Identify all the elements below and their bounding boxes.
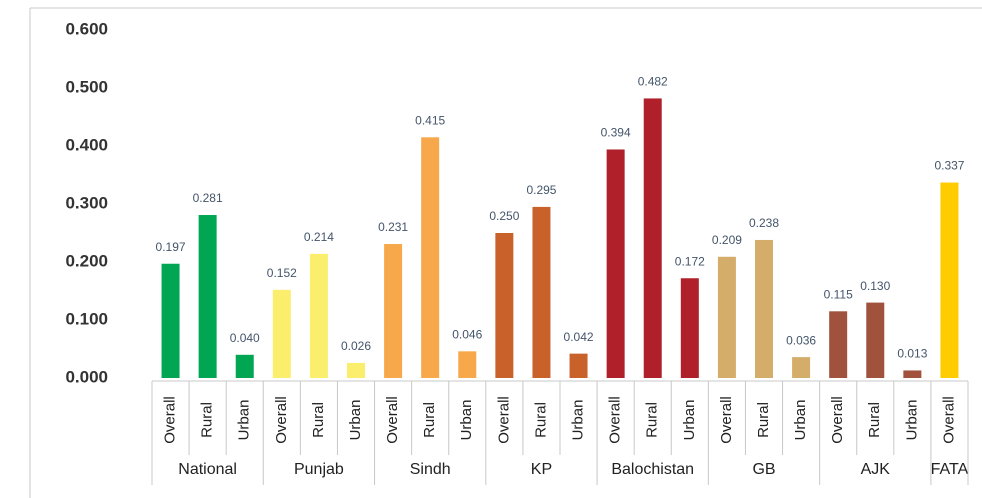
value-label: 0.209 — [712, 233, 742, 247]
x-tick-label: Rural — [755, 402, 772, 438]
value-label: 0.482 — [638, 75, 668, 89]
value-label: 0.214 — [304, 230, 334, 244]
x-tick-label: Overall — [940, 396, 957, 444]
x-tick-label: Overall — [607, 396, 624, 444]
bar — [643, 98, 662, 378]
x-tick-label: Rural — [199, 402, 216, 438]
bar — [458, 351, 477, 378]
value-label: 0.337 — [934, 159, 964, 173]
x-tick-label: Overall — [718, 396, 735, 444]
group-label: Punjab — [294, 461, 344, 478]
value-label: 0.042 — [564, 330, 594, 344]
group-label: National — [178, 461, 237, 478]
value-label: 0.394 — [601, 126, 631, 140]
value-label: 0.036 — [786, 333, 816, 347]
bar — [903, 370, 922, 378]
value-label: 0.152 — [267, 266, 297, 280]
y-tick-label: 0.200 — [65, 251, 108, 270]
value-label: 0.281 — [193, 191, 223, 205]
bar — [680, 278, 699, 378]
bar — [792, 357, 811, 378]
group-label: AJK — [861, 461, 891, 478]
x-tick-label: Urban — [681, 400, 698, 441]
value-label: 0.238 — [749, 216, 779, 230]
value-label: 0.115 — [824, 287, 853, 301]
y-tick-label: 0.500 — [65, 77, 108, 96]
y-tick-label: 0.600 — [65, 19, 108, 38]
x-tick-label: Urban — [458, 400, 475, 441]
value-label: 0.231 — [378, 220, 408, 234]
x-tick-label: Overall — [495, 396, 512, 444]
x-tick-label: Rural — [310, 402, 327, 438]
bar — [198, 215, 217, 378]
bar — [755, 239, 773, 378]
bar — [569, 353, 588, 378]
x-tick-label: Urban — [347, 400, 364, 441]
bar — [606, 149, 625, 378]
x-tick-label: Overall — [829, 396, 846, 444]
y-tick-label: 0.400 — [65, 135, 108, 154]
bar — [532, 206, 551, 378]
bar — [384, 244, 403, 378]
group-label: FATA — [931, 461, 969, 478]
x-tick-label: Rural — [532, 402, 549, 438]
x-tick-label: Urban — [236, 400, 253, 441]
group-label: GB — [752, 461, 775, 478]
x-tick-label: Rural — [421, 402, 438, 438]
x-tick-label: Overall — [273, 396, 290, 444]
x-tick-label: Urban — [903, 400, 920, 441]
value-label: 0.046 — [452, 327, 482, 341]
value-label: 0.130 — [860, 279, 890, 293]
value-label: 0.013 — [897, 347, 927, 361]
bar — [717, 256, 736, 378]
bar — [866, 302, 885, 378]
group-label: Sindh — [410, 461, 451, 478]
bar — [347, 362, 365, 378]
bar — [272, 289, 291, 378]
y-tick-label: 0.300 — [65, 193, 108, 212]
x-tick-label: Overall — [384, 396, 401, 444]
x-tick-label: Rural — [644, 402, 661, 438]
x-tick-label: Rural — [866, 402, 883, 438]
bar — [235, 354, 254, 378]
y-tick-label: 0.100 — [65, 309, 108, 328]
bar — [161, 263, 180, 378]
y-tick-label: 0.000 — [65, 367, 108, 386]
value-label: 0.026 — [341, 339, 371, 353]
bar — [309, 253, 328, 378]
value-label: 0.172 — [675, 254, 705, 268]
group-label: Balochistan — [611, 461, 694, 478]
value-label: 0.415 — [415, 113, 445, 127]
value-label: 0.250 — [489, 209, 519, 223]
x-tick-label: Urban — [792, 400, 809, 441]
bar — [940, 182, 959, 378]
bar — [495, 233, 514, 378]
bar — [421, 137, 440, 378]
value-label: 0.040 — [230, 331, 260, 345]
x-tick-label: Urban — [570, 400, 587, 441]
bar — [829, 311, 848, 378]
value-label: 0.197 — [156, 240, 186, 254]
value-label: 0.295 — [526, 183, 556, 197]
x-tick-label: Overall — [162, 396, 179, 444]
group-label: KP — [531, 461, 552, 478]
